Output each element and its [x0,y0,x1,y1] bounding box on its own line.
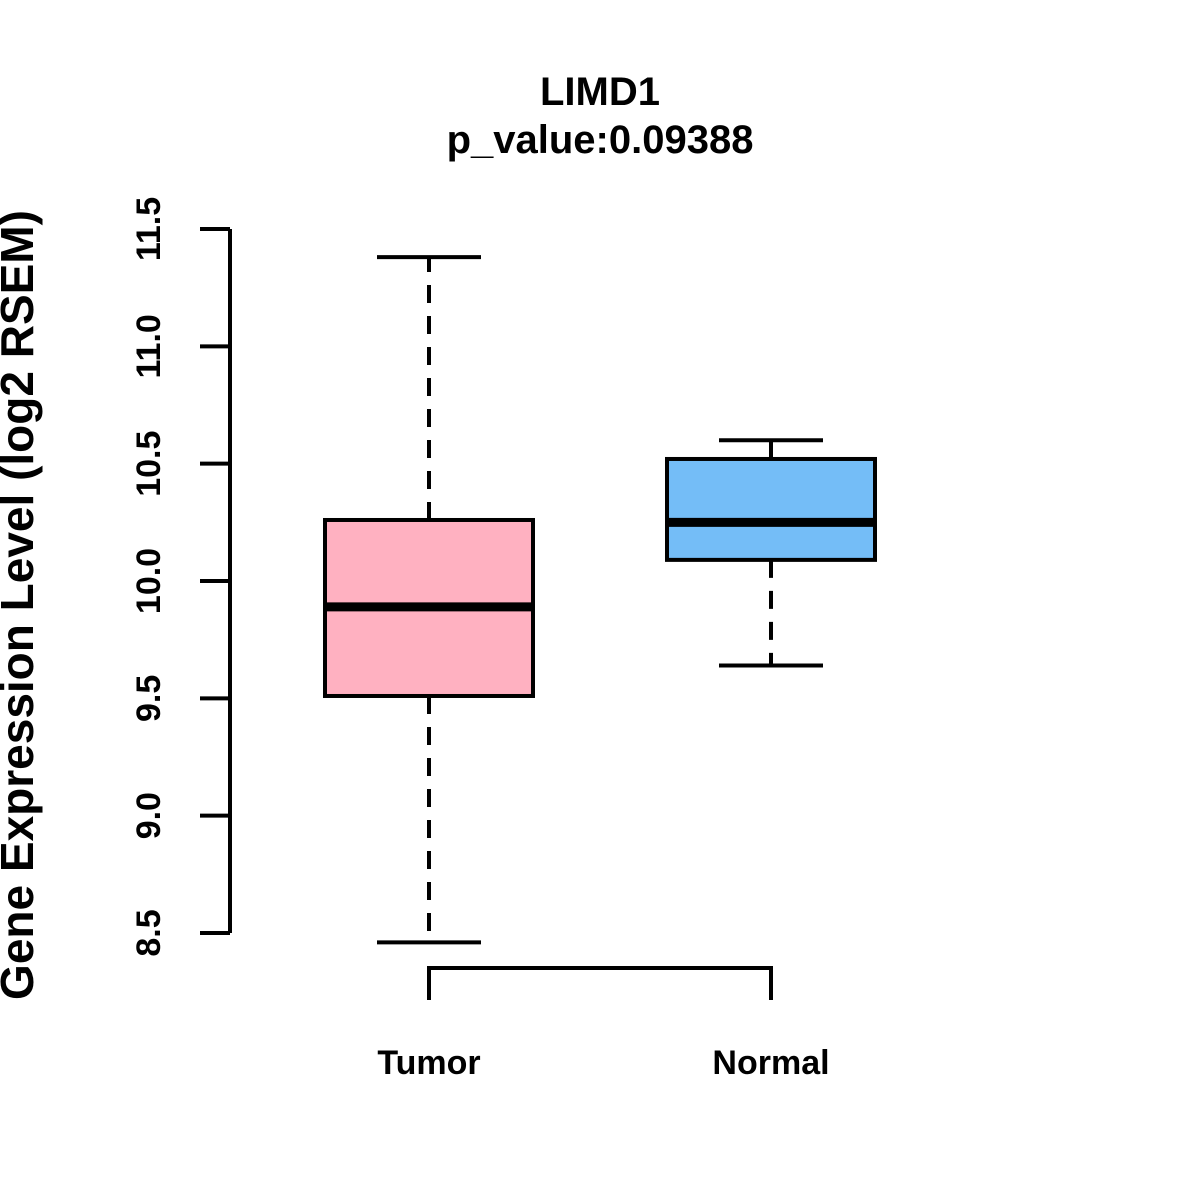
y-tick-label: 11.0 [130,314,168,378]
y-tick-label: 10.0 [130,548,168,614]
y-tick-label: 10.5 [130,431,168,497]
y-axis: 8.5 9.0 9.5 10.0 10.5 11.0 11.5 [130,197,232,957]
x-axis-line [427,966,773,1000]
boxplot-series [323,255,877,945]
y-tick-label: 9.0 [130,792,168,839]
x-axis-bracket [427,966,773,1000]
x-category-label-tumor: Tumor [377,1044,480,1082]
y-tick-label: 8.5 [130,909,168,956]
x-category-label-normal: Normal [712,1044,829,1082]
y-tick-label: 11.5 [130,197,168,261]
chart-title: LIMD1 [540,70,660,114]
iqr-box-normal [665,456,877,562]
y-axis-title: Gene Expression Level (log2 RSEM) [0,210,43,1000]
y-tick-label: 9.5 [130,675,168,722]
chart-subtitle: p_value:0.09388 [447,118,754,162]
